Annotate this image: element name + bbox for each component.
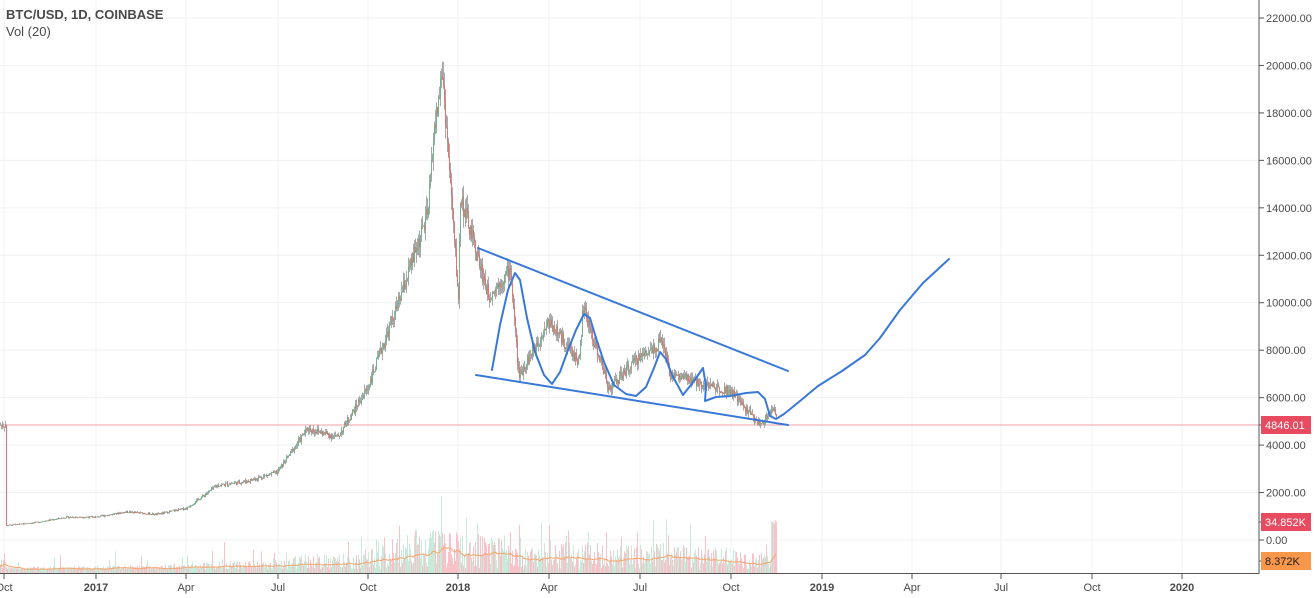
- time-tick-label: 2017: [84, 582, 108, 594]
- price-tick-label: 10000.00: [1266, 298, 1312, 310]
- price-tick-label: 16000.00: [1266, 155, 1312, 167]
- candlestick-series: [0, 61, 777, 527]
- time-tick-label: Apr: [177, 582, 194, 594]
- current-price-badge-text: 4846.01: [1265, 420, 1305, 432]
- volume-bars: [0, 496, 777, 573]
- price-tick-label: 8000.00: [1266, 345, 1306, 357]
- wedge-lower-drawing[interactable]: [475, 374, 789, 426]
- chart-legend: BTC/USD, 1D, COINBASE Vol (20): [6, 6, 163, 40]
- volume-badge: [1261, 513, 1311, 531]
- time-tick-label: Jul: [633, 582, 647, 594]
- time-tick-label: Apr: [540, 582, 557, 594]
- price-tick-label: 14000.00: [1266, 203, 1312, 215]
- price-axis-badges: 4846.01 34.852K 8.372K: [1259, 416, 1311, 570]
- time-tick-label: Oct: [0, 582, 13, 594]
- time-tick-label: Jul: [271, 582, 285, 594]
- chart-grid: [0, 0, 1259, 573]
- volume-ma-badge-text: 8.372K: [1265, 556, 1301, 568]
- price-tick-label: 12000.00: [1266, 250, 1312, 262]
- time-tick-label: 2018: [446, 582, 470, 594]
- user-drawings[interactable]: [475, 247, 950, 426]
- price-tick-label: 18000.00: [1266, 108, 1312, 120]
- price-tick-label: 22000.00: [1266, 13, 1312, 25]
- time-tick-label: Jul: [994, 582, 1008, 594]
- time-tick-label: 2020: [1170, 582, 1194, 594]
- time-tick-label: Oct: [1083, 582, 1100, 594]
- time-tick-label: Apr: [903, 582, 920, 594]
- price-tick-label: 6000.00: [1266, 393, 1306, 405]
- volume-ma-badge: [1261, 552, 1311, 570]
- price-tick-label: 4000.00: [1266, 440, 1306, 452]
- symbol-title[interactable]: BTC/USD, 1D, COINBASE: [6, 7, 164, 22]
- wedge-upper-drawing[interactable]: [477, 247, 789, 372]
- time-tick-label: Oct: [722, 582, 739, 594]
- price-tick-label: 20000.00: [1266, 60, 1312, 72]
- time-axis[interactable]: Oct 2017 Apr Jul Oct 2018 Apr Jul Oct 2019 Apr Jul O…: [0, 574, 1194, 594]
- volume-indicator-label[interactable]: Vol (20): [6, 24, 51, 39]
- volume-badge-text: 34.852K: [1265, 517, 1307, 529]
- time-tick-label: Oct: [359, 582, 376, 594]
- time-tick-label: 2019: [810, 582, 834, 594]
- price-tick-label: 2000.00: [1266, 488, 1306, 500]
- price-tick-label: 0.00: [1266, 535, 1287, 547]
- axes: [0, 0, 1260, 574]
- price-path-sketch-drawing[interactable]: [491, 258, 950, 420]
- current-price-badge: [1261, 416, 1311, 435]
- volume-ma-line: [0, 547, 777, 570]
- price-axis[interactable]: 22000.00 20000.00 18000.00 16000.00 14000.00…: [1259, 13, 1312, 547]
